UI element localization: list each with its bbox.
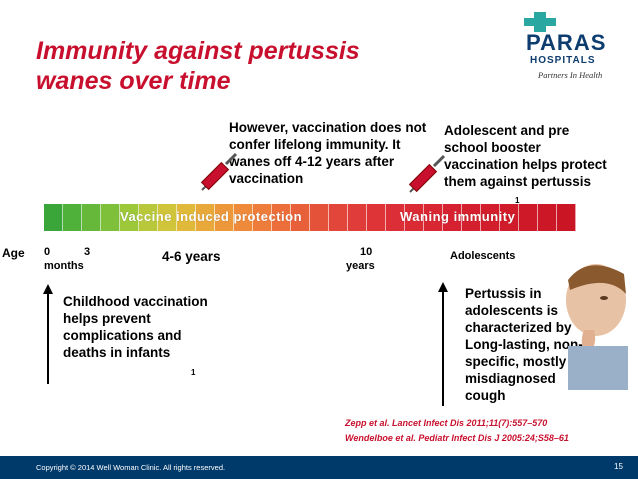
age-years: years — [346, 260, 375, 272]
age-three: 3 — [84, 246, 91, 258]
logo-tagline: Partners In Health — [538, 70, 603, 80]
age-adolescents: Adolescents — [450, 250, 516, 262]
callout-lifelong: However, vaccination does not confer lif… — [229, 120, 427, 186]
reference-2: Wendelboe et al. Pediatr Infect Dis J 20… — [345, 433, 569, 443]
footer-copyright: Copyright © 2014 Well Woman Clinic. All … — [36, 463, 226, 472]
childhood-note: Childhood vaccination helps prevent comp… — [63, 294, 208, 360]
age-zero: 0 — [44, 246, 51, 258]
arrow-up-icon — [438, 282, 448, 406]
adolescent-note: Pertussis in adolescents is characterize… — [465, 286, 583, 403]
bar-label-waning: Waning immunity — [400, 209, 516, 224]
age-ten: 10 — [360, 246, 373, 258]
logo-name: PARAS — [526, 30, 607, 55]
reference-1: Zepp et al. Lancet Infect Dis 2011;11(7)… — [345, 418, 548, 428]
callout-booster: Adolescent and pre school booster vaccin… — [444, 123, 607, 189]
slide-title: Immunity against pertussis wanes over ti… — [36, 37, 360, 95]
age-axis-title: Age — [2, 246, 25, 260]
age-months: months — [44, 260, 84, 272]
logo-sub: HOSPITALS — [530, 55, 596, 66]
syringe-icon — [408, 154, 446, 193]
range-label: 4-6 years — [162, 249, 221, 264]
footer-bar — [0, 456, 638, 479]
immunity-bar — [44, 204, 576, 231]
bar-label-protection: Vaccine induced protection — [120, 209, 303, 224]
arrow-up-icon — [43, 284, 53, 384]
child-photo — [566, 264, 628, 390]
syringe-icon — [200, 152, 238, 191]
page-number: 15 — [614, 462, 623, 471]
logo-icon — [524, 12, 556, 32]
